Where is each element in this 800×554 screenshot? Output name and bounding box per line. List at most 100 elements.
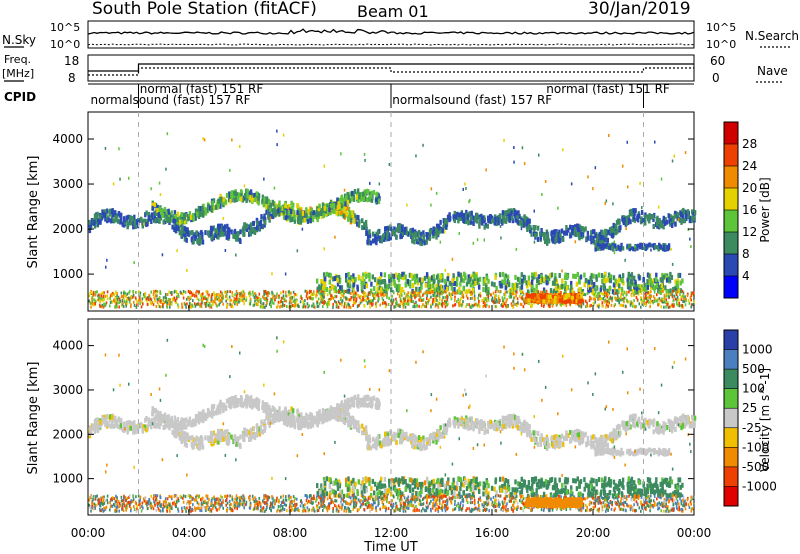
power-cell-873 (357, 222, 361, 228)
power-cell-3921 (476, 303, 479, 307)
power-cell-2387 (450, 285, 454, 291)
power-cell-965 (618, 219, 621, 225)
power-cell-1258 (481, 215, 484, 221)
power-cell-807 (504, 218, 508, 224)
power-cell-1074 (598, 231, 601, 237)
power-cell-1050 (612, 222, 615, 228)
power-cell-3747 (236, 298, 239, 302)
power-cell-3005 (249, 290, 251, 294)
power-cell-1518 (238, 192, 241, 198)
power-cell-4180 (632, 302, 634, 306)
power-cell-3269 (315, 294, 317, 298)
power-cell-3941 (474, 297, 476, 301)
power-cell-2563 (657, 288, 660, 294)
power-cell-3205 (221, 291, 223, 295)
power-cell-3081 (257, 296, 259, 300)
beam-label: Beam 01 (357, 2, 429, 21)
power-cell-1308 (163, 209, 166, 215)
power-cell-4072 (328, 289, 331, 293)
power-cell-3836 (122, 305, 125, 308)
power-cell-4047 (259, 305, 262, 309)
power-cell-352 (399, 223, 402, 229)
power-cell-3983 (194, 304, 197, 308)
power-cell-1667 (257, 200, 260, 206)
power-cell-901 (556, 231, 559, 237)
power-cell-955 (114, 210, 117, 216)
power-cell-1261 (239, 239, 242, 244)
power-cell-1281 (181, 224, 184, 230)
power-cell-2542 (438, 285, 441, 291)
power-cell-4771 (657, 205, 660, 209)
power-cell-3317 (292, 304, 294, 307)
power-cell-3071 (168, 302, 170, 306)
power-cell-1547 (326, 206, 329, 212)
power-cell-4260 (317, 297, 320, 301)
power-cell-2795 (653, 290, 656, 294)
power-cell-2683 (640, 298, 643, 302)
power-cell-267 (379, 238, 382, 244)
power-cell-3450 (660, 305, 663, 309)
power-cell-541 (403, 230, 406, 235)
power-cell-2591 (447, 302, 449, 306)
power-cell-2278 (530, 283, 534, 289)
power-cell-3386 (435, 296, 437, 300)
power-cell-2736 (177, 305, 180, 309)
power-cell-4714 (557, 206, 559, 210)
power-cell-785 (590, 230, 593, 236)
power-cell-1797 (269, 202, 273, 208)
power-cell-2244 (556, 283, 559, 289)
power-cell-4721 (203, 138, 206, 142)
power-cell-502 (589, 236, 592, 241)
power-cell-2419 (599, 287, 602, 293)
power-cell-2996 (426, 297, 428, 301)
power-cell-940 (122, 216, 126, 222)
power-cell-4173 (226, 304, 228, 308)
power-cell-2570 (504, 304, 507, 307)
power-cell-3457 (441, 304, 444, 308)
freq-strip: Freq. [MHz] 18 8 60 0 Nave (2, 53, 788, 85)
power-cell-3141 (257, 300, 260, 303)
power-cell-3417 (114, 300, 116, 304)
power-cell-4716 (159, 193, 162, 197)
power-cell-2803 (605, 305, 607, 309)
power-cell-3364 (593, 293, 595, 297)
power-cell-3692 (99, 297, 101, 301)
power-cell-2204 (405, 278, 408, 284)
power-cell-4168 (276, 292, 278, 296)
power-cell-104 (413, 239, 416, 245)
power-cell-4318 (278, 296, 280, 300)
power-cell-1299 (614, 224, 618, 230)
power-cell-3213 (253, 295, 256, 299)
power-cell-2374 (566, 274, 569, 280)
power-cell-3663 (190, 305, 192, 309)
power-cell-1791 (340, 196, 344, 202)
power-cell-266 (632, 208, 635, 214)
power-cell-652 (296, 203, 299, 209)
power-cell-4335 (607, 304, 609, 308)
power-cell-3760 (438, 294, 441, 298)
power-cell-1782 (249, 189, 253, 195)
power-cell-1080 (538, 231, 542, 237)
power-cell-4130 (91, 297, 93, 301)
power-cell-4659 (572, 294, 576, 299)
power-cell-4324 (360, 299, 363, 303)
power-cell-3546 (259, 298, 262, 302)
power-cell-1715 (366, 197, 369, 203)
power-cell-1167 (565, 230, 569, 236)
power-cell-4079 (373, 297, 375, 300)
power-cell-4737 (105, 265, 107, 269)
power-cell-1071 (435, 226, 439, 232)
power-cell-808 (656, 223, 659, 229)
power-cell-1639 (243, 192, 247, 198)
power-cell-1521 (217, 202, 220, 208)
power-cell-3019 (454, 298, 456, 302)
power-cell-4230 (204, 295, 206, 299)
power-cell-4687 (558, 298, 562, 303)
power-cell-4205 (177, 303, 179, 307)
power-cell-2190 (441, 273, 444, 279)
power-cell-3877 (340, 303, 343, 307)
power-cell-4004 (181, 302, 183, 306)
power-cell-289 (390, 226, 393, 232)
power-cell-1476 (180, 219, 184, 225)
power-cell-4781 (229, 168, 231, 172)
